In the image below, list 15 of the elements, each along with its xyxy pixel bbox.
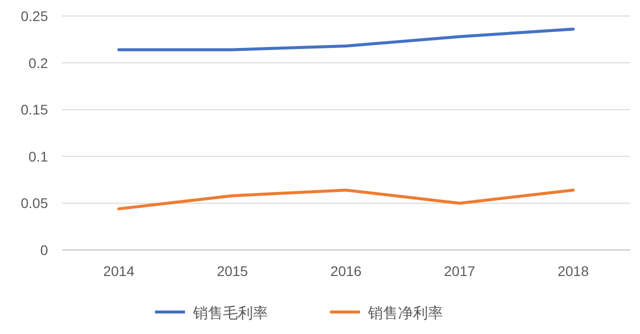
x-tick-label: 2018 <box>558 263 589 279</box>
y-tick-label: 0.25 <box>20 8 48 24</box>
x-tick-label: 2016 <box>330 263 362 279</box>
x-tick-label: 2014 <box>103 263 135 279</box>
y-tick-label: 0.1 <box>28 148 48 164</box>
y-tick-label: 0 <box>40 242 48 258</box>
legend-label: 销售毛利率 <box>192 305 268 322</box>
line-series <box>117 188 575 210</box>
x-tick-label: 2017 <box>444 263 476 279</box>
y-tick-label: 0.15 <box>20 102 48 118</box>
legend-label: 销售净利率 <box>367 305 443 322</box>
line-series <box>117 28 575 52</box>
y-tick-label: 0.05 <box>20 195 48 212</box>
y-tick-label: 0.2 <box>28 54 48 71</box>
x-tick-label: 2015 <box>216 263 248 279</box>
